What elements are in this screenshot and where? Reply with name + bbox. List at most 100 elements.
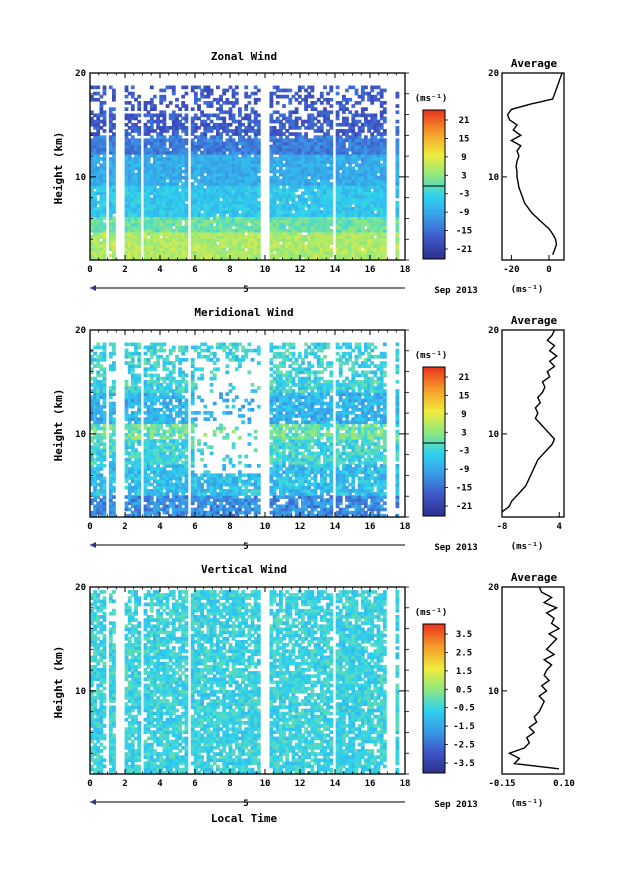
heatmap-cell	[275, 101, 280, 105]
heatmap-cell	[153, 163, 157, 168]
heatmap-cell	[247, 219, 252, 224]
heatmap-cell	[108, 460, 113, 465]
heatmap-cell	[162, 342, 167, 347]
heatmap-cell	[149, 457, 154, 462]
heatmap-cell	[162, 110, 167, 115]
heatmap-cell	[250, 216, 255, 221]
heatmap-cell	[159, 498, 164, 502]
heatmap-cell	[357, 185, 362, 189]
heatmap-cell	[288, 210, 293, 214]
heatmap-cell	[108, 473, 113, 478]
heatmap-cell	[112, 392, 116, 396]
heatmap-cell	[206, 94, 211, 99]
heatmap-cell	[206, 154, 211, 158]
heatmap-cell	[253, 219, 258, 224]
heatmap-cell	[146, 132, 151, 136]
heatmap-cell	[360, 235, 365, 239]
heatmap-cell	[395, 160, 400, 164]
heatmap-cell	[354, 182, 359, 186]
heatmap-cell	[275, 182, 280, 186]
heatmap-cell	[156, 247, 160, 252]
heatmap-cell	[146, 232, 151, 236]
heatmap-cell	[379, 185, 384, 189]
heatmap-cell	[203, 235, 208, 239]
heatmap-cell	[357, 119, 362, 124]
heatmap-cell	[357, 172, 362, 177]
heatmap-cell	[269, 138, 274, 143]
heatmap-cell	[323, 244, 327, 249]
heatmap-cell	[184, 91, 189, 96]
heatmap-cell	[193, 207, 198, 211]
heatmap-cell	[342, 228, 346, 233]
heatmap-cell	[219, 213, 223, 217]
heatmap-cell	[90, 219, 94, 224]
heatmap-cell	[153, 191, 157, 196]
heatmap-cell	[90, 460, 94, 465]
heatmap-cell	[225, 172, 230, 177]
heatmap-cell	[96, 392, 101, 396]
heatmap-cell	[146, 160, 151, 164]
heatmap-cell	[178, 228, 182, 233]
heatmap-cell	[127, 247, 132, 252]
heatmap-cell	[367, 225, 371, 230]
heatmap-cell	[171, 91, 176, 96]
heatmap-cell	[285, 247, 290, 252]
heatmap-cell	[279, 163, 283, 168]
heatmap-cell	[253, 197, 258, 202]
heatmap-cell	[228, 85, 233, 90]
heatmap-cell	[162, 417, 167, 421]
heatmap-cell	[108, 513, 113, 518]
heatmap-cell	[342, 138, 346, 143]
heatmap-cell	[134, 448, 138, 453]
heatmap-cell	[200, 241, 204, 245]
heatmap-cell	[212, 141, 217, 146]
heatmap-cell	[253, 191, 258, 196]
heatmap-cell	[329, 247, 334, 252]
heatmap-cell	[351, 185, 356, 189]
heatmap-cell	[319, 135, 324, 139]
heatmap-cell	[288, 172, 293, 177]
heatmap-cell	[153, 513, 157, 518]
heatmap-cell	[108, 442, 113, 446]
heatmap-cell	[335, 163, 340, 168]
heatmap-cell	[244, 169, 249, 174]
heatmap-cell	[184, 116, 189, 121]
heatmap-cell	[134, 460, 138, 465]
heatmap-cell	[134, 210, 138, 214]
heatmap-cell	[310, 207, 315, 211]
heatmap-cell	[335, 244, 340, 249]
heatmap-cell	[96, 364, 101, 368]
heatmap-cell	[156, 364, 160, 368]
heatmap-cell	[310, 232, 315, 236]
heatmap-cell	[272, 91, 277, 96]
heatmap-cell	[127, 222, 132, 227]
heatmap-cell	[159, 395, 164, 400]
heatmap-cell	[342, 144, 346, 149]
heatmap-cell	[329, 104, 334, 108]
heatmap-cell	[307, 188, 312, 192]
heatmap-cell	[395, 232, 400, 236]
heatmap-cell	[285, 179, 290, 183]
heatmap-cell	[228, 235, 233, 239]
heatmap-cell	[301, 197, 305, 202]
heatmap-cell	[193, 197, 198, 202]
heatmap-cell	[285, 119, 290, 124]
heatmap-cell	[124, 507, 129, 512]
heatmap-cell	[326, 203, 330, 208]
heatmap-cell	[241, 172, 245, 177]
heatmap-cell	[181, 129, 186, 133]
heatmap-cell	[376, 241, 381, 245]
heatmap-cell	[127, 182, 132, 186]
heatmap-cell	[319, 216, 324, 221]
heatmap-cell	[159, 94, 164, 99]
heatmap-cell	[149, 141, 154, 146]
heatmap-cell	[149, 414, 154, 418]
heatmap-cell	[326, 210, 330, 214]
heatmap-cell	[253, 194, 258, 199]
heatmap-cell	[228, 169, 233, 174]
heatmap-cell	[108, 454, 113, 459]
heatmap-cell	[225, 194, 230, 199]
heatmap-cell	[212, 207, 217, 211]
heatmap-cell	[250, 129, 255, 133]
heatmap-cell	[134, 219, 138, 224]
